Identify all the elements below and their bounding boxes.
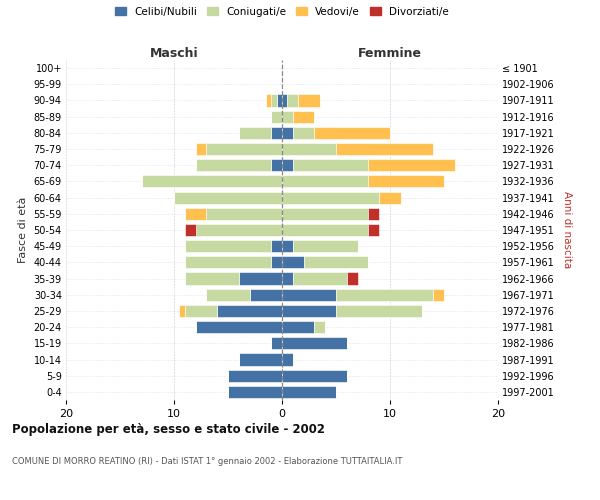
Bar: [282, 143, 336, 155]
Bar: [206, 288, 250, 301]
Bar: [250, 288, 282, 301]
Bar: [336, 305, 422, 317]
Bar: [347, 272, 358, 284]
Legend: Celibi/Nubili, Coniugati/e, Vedovi/e, Divorziati/e: Celibi/Nubili, Coniugati/e, Vedovi/e, Di…: [111, 2, 453, 21]
Bar: [314, 127, 390, 139]
Bar: [196, 143, 206, 155]
Bar: [196, 159, 271, 172]
Bar: [293, 159, 368, 172]
Bar: [206, 208, 282, 220]
Bar: [379, 192, 401, 203]
Bar: [271, 256, 282, 268]
Bar: [271, 240, 282, 252]
Bar: [368, 159, 455, 172]
Bar: [271, 338, 282, 349]
Bar: [282, 224, 368, 236]
Bar: [282, 288, 336, 301]
Bar: [185, 272, 239, 284]
Bar: [142, 176, 282, 188]
Bar: [271, 127, 282, 139]
Bar: [271, 159, 282, 172]
Bar: [282, 321, 314, 333]
Bar: [293, 110, 314, 122]
Bar: [196, 321, 282, 333]
Bar: [206, 143, 282, 155]
Bar: [314, 321, 325, 333]
Bar: [196, 224, 282, 236]
Bar: [282, 354, 293, 366]
Bar: [368, 208, 379, 220]
Y-axis label: Anni di nascita: Anni di nascita: [562, 192, 572, 268]
Bar: [282, 240, 293, 252]
Bar: [287, 94, 298, 106]
Bar: [282, 305, 336, 317]
Y-axis label: Fasce di età: Fasce di età: [18, 197, 28, 263]
Bar: [228, 370, 282, 382]
Bar: [304, 256, 368, 268]
Bar: [185, 256, 271, 268]
Text: COMUNE DI MORRO REATINO (RI) - Dati ISTAT 1° gennaio 2002 - Elaborazione TUTTAIT: COMUNE DI MORRO REATINO (RI) - Dati ISTA…: [12, 458, 403, 466]
Bar: [266, 94, 271, 106]
Bar: [282, 127, 293, 139]
Bar: [282, 370, 347, 382]
Bar: [185, 305, 217, 317]
Bar: [293, 240, 358, 252]
Bar: [185, 224, 196, 236]
Bar: [293, 272, 347, 284]
Bar: [368, 176, 444, 188]
Bar: [239, 272, 282, 284]
Bar: [336, 143, 433, 155]
Bar: [336, 288, 433, 301]
Bar: [293, 127, 314, 139]
Bar: [282, 192, 379, 203]
Text: Femmine: Femmine: [358, 47, 422, 60]
Bar: [277, 94, 282, 106]
Bar: [282, 338, 347, 349]
Bar: [228, 386, 282, 398]
Bar: [282, 176, 368, 188]
Text: Maschi: Maschi: [149, 47, 199, 60]
Bar: [185, 240, 271, 252]
Bar: [282, 386, 336, 398]
Bar: [282, 272, 293, 284]
Bar: [282, 159, 293, 172]
Bar: [298, 94, 320, 106]
Bar: [217, 305, 282, 317]
Bar: [282, 208, 368, 220]
Bar: [179, 305, 185, 317]
Bar: [271, 94, 277, 106]
Bar: [282, 94, 287, 106]
Bar: [282, 256, 304, 268]
Bar: [185, 208, 206, 220]
Bar: [433, 288, 444, 301]
Bar: [282, 110, 293, 122]
Bar: [174, 192, 282, 203]
Bar: [271, 110, 282, 122]
Bar: [368, 224, 379, 236]
Bar: [239, 354, 282, 366]
Bar: [239, 127, 271, 139]
Text: Popolazione per età, sesso e stato civile - 2002: Popolazione per età, sesso e stato civil…: [12, 422, 325, 436]
